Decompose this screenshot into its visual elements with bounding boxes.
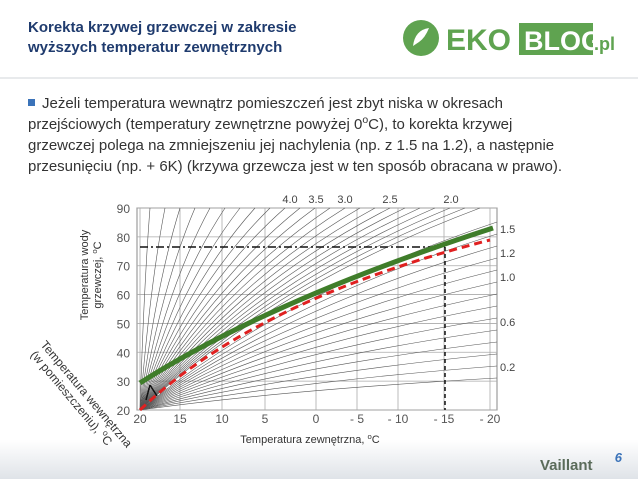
bullet-line: przejściowych (temperatury zewnętrzne po… bbox=[28, 114, 512, 133]
heating-curve bbox=[139, 377, 498, 411]
text-part: C bbox=[372, 434, 380, 446]
logo: EKO BLOG .pl bbox=[403, 20, 615, 57]
heating-curve bbox=[139, 207, 361, 411]
heating-curve bbox=[139, 281, 498, 411]
curve-label: 0.2 bbox=[500, 362, 515, 374]
x-tick-label: 10 bbox=[215, 412, 229, 426]
heating-curve bbox=[139, 207, 451, 411]
superscript: o bbox=[362, 114, 368, 126]
title-line: wyższych temperatur zewnętrznych bbox=[27, 39, 282, 56]
y-tick-label: 40 bbox=[117, 346, 131, 360]
y-tick-label: 60 bbox=[117, 289, 131, 303]
heating-curve bbox=[139, 207, 466, 411]
x-tick-label: 5 bbox=[262, 412, 269, 426]
curve-label: 0.6 bbox=[500, 317, 515, 329]
brand: Vaillant bbox=[540, 457, 593, 474]
x-tick-label: - 15 bbox=[434, 412, 455, 426]
heating-curve bbox=[139, 207, 271, 411]
heating-curve bbox=[139, 341, 498, 411]
footer-band bbox=[0, 440, 638, 479]
heating-curve bbox=[139, 245, 498, 411]
x-axis-label: Temperatura zewnętrzna, oC bbox=[240, 432, 379, 447]
heating-curve bbox=[139, 207, 436, 411]
page-number: 6 bbox=[615, 450, 623, 465]
text-part: Temperatura zewnętrzna, bbox=[240, 434, 367, 446]
curve-label: 3.0 bbox=[337, 194, 352, 206]
heating-curve bbox=[139, 207, 346, 411]
curve-label: 1.2 bbox=[500, 248, 515, 260]
text-part: przesunięciu (np. + 6K) (krzywa grzewcza… bbox=[28, 158, 562, 175]
x-tick-label: - 20 bbox=[480, 412, 501, 426]
shift-arrow bbox=[145, 384, 158, 401]
y-tick-label: 80 bbox=[117, 231, 131, 245]
title: Korekta krzywej grzewczej w zakresie wyż… bbox=[27, 19, 296, 56]
y-tick-label: 70 bbox=[117, 260, 131, 274]
text-part: C), to korekta krzywej bbox=[368, 116, 512, 133]
heating-curve bbox=[139, 305, 498, 411]
heating-curve bbox=[139, 317, 498, 411]
bullet-text: Jeżeli temperatura wewnątrz pomieszczeń … bbox=[28, 95, 562, 175]
heating-curve bbox=[139, 207, 256, 411]
heating-curve bbox=[139, 207, 481, 411]
curve-label: 2.0 bbox=[443, 194, 458, 206]
y-tick-label: 50 bbox=[117, 317, 131, 331]
heating-curve bbox=[139, 207, 406, 411]
y-tick-label: 20 bbox=[117, 404, 131, 418]
text-part: przejściowych (temperatury zewnętrzne po… bbox=[28, 116, 362, 133]
text-part: Temperatura wody bbox=[79, 229, 91, 320]
y-axis-label: Temperatura wody bbox=[79, 229, 91, 320]
logo-leaf bbox=[413, 28, 429, 46]
superscript: o bbox=[367, 432, 371, 441]
heating-curve bbox=[139, 207, 316, 411]
y-tick-label: 90 bbox=[117, 202, 131, 216]
bullet-line: Jeżeli temperatura wewnątrz pomieszczeń … bbox=[42, 95, 503, 112]
logo-pl: .pl bbox=[594, 34, 615, 54]
heating-curve bbox=[139, 207, 376, 411]
y-axis-label: grzewczej, oC bbox=[90, 241, 105, 308]
heating-curve bbox=[139, 221, 498, 411]
heating-curve bbox=[139, 293, 498, 411]
heating-curve bbox=[139, 207, 391, 411]
x-tick-label: 15 bbox=[173, 412, 187, 426]
heating-curve bbox=[139, 353, 498, 411]
heating-curve bbox=[139, 257, 498, 411]
logo-box bbox=[519, 23, 593, 55]
inner-temp-label: (w pomieszczeniu), oC bbox=[28, 347, 117, 449]
text-part: C bbox=[92, 241, 104, 249]
y-tick-label: 30 bbox=[117, 375, 131, 389]
text-part: grzewczej, bbox=[92, 254, 104, 309]
logo-blog: BLOG bbox=[524, 26, 602, 56]
x-tick-label: - 10 bbox=[388, 412, 409, 426]
x-tick-label: 20 bbox=[133, 412, 147, 426]
curve-label: 1.5 bbox=[500, 224, 515, 236]
curve-label: 4.0 bbox=[282, 194, 297, 206]
heating-curve bbox=[139, 207, 286, 411]
heating-curve bbox=[139, 329, 498, 411]
text-part: grzewczej polega na zmniejszeniu jej nac… bbox=[28, 137, 554, 154]
superscript: o bbox=[90, 249, 99, 253]
corrected-curve bbox=[138, 238, 491, 412]
text-part: Jeżeli temperatura wewnątrz pomieszczeń … bbox=[42, 95, 503, 112]
heating-curve bbox=[139, 207, 421, 411]
original-curve bbox=[138, 225, 494, 386]
bullet-line: przesunięciu (np. + 6K) (krzywa grzewcza… bbox=[28, 158, 562, 175]
x-tick-label: 0 bbox=[313, 412, 320, 426]
heating-curve bbox=[139, 207, 331, 411]
curve-label: 3.5 bbox=[308, 194, 323, 206]
curve-label: 2.5 bbox=[382, 194, 397, 206]
logo-eko: EKO bbox=[446, 24, 511, 57]
bullet-marker bbox=[28, 99, 35, 106]
heating-curve bbox=[139, 207, 301, 411]
superscript: o bbox=[100, 428, 111, 438]
x-tick-label: - 5 bbox=[350, 412, 364, 426]
title-line: Korekta krzywej grzewczej w zakresie bbox=[28, 19, 296, 36]
heating-curve bbox=[139, 269, 498, 411]
heating-curve bbox=[139, 365, 498, 411]
curve-label: 1.0 bbox=[500, 272, 515, 284]
bullet-line: grzewczej polega na zmniejszeniu jej nac… bbox=[28, 137, 554, 154]
